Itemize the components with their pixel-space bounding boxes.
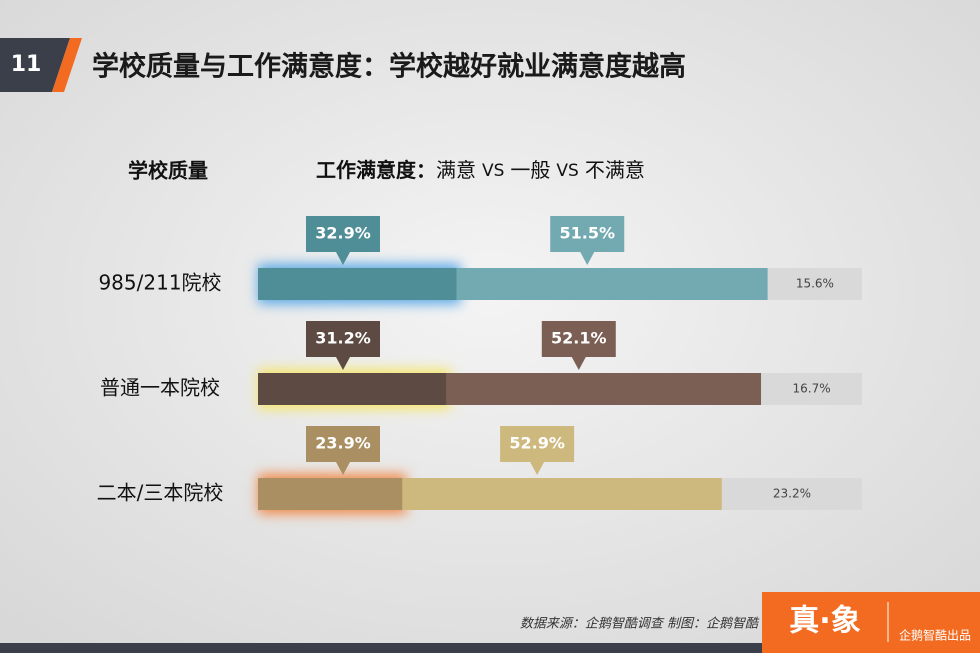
page-badge [0, 38, 70, 92]
value-label: 15.6% [796, 277, 834, 291]
callout-pointer [336, 357, 350, 370]
bar-segment [258, 373, 447, 405]
callout-box [550, 216, 625, 252]
page-number: 11 [11, 52, 42, 77]
value-label: 32.9% [315, 224, 371, 243]
legend-separator: VS [482, 161, 504, 181]
value-label: 23.2% [773, 487, 811, 501]
value-label: 52.9% [509, 434, 565, 453]
callout-box [306, 426, 380, 462]
value-label: 52.1% [551, 329, 607, 348]
bar-segment [402, 478, 722, 510]
callout-pointer [336, 252, 350, 265]
category-label: 985/211院校 [98, 271, 221, 295]
source-note: 数据来源：企鹅智酷调查 制图：企鹅智酷 [520, 616, 760, 632]
bar-segment [258, 268, 457, 300]
footer-strip [0, 643, 980, 653]
bar-segment [721, 478, 862, 510]
value-label: 31.2% [315, 329, 371, 348]
callout-box [306, 321, 380, 357]
category-label: 二本/三本院校 [97, 481, 224, 505]
brand: 企鹅智酷出品 [899, 628, 971, 643]
brand-box [762, 592, 980, 653]
bar-segment [258, 478, 403, 510]
legend-entry: 不满意 [585, 158, 645, 182]
bar-segment [446, 373, 762, 405]
legend: 工作满意度：满意 VS 一般 VS 不满意 [316, 158, 645, 182]
legend-entry: 满意 [436, 158, 476, 182]
value-label: 16.7% [793, 382, 831, 396]
logo: 真·象 [789, 604, 860, 639]
callout-box [500, 426, 575, 462]
legend-separator: VS [556, 161, 578, 181]
bar-segment [761, 373, 862, 405]
bar-segment [456, 268, 768, 300]
category-label: 普通一本院校 [100, 376, 220, 400]
category-header: 学校质量 [128, 159, 208, 183]
badge-accent [52, 38, 82, 92]
callout-pointer [571, 357, 586, 370]
slide-title: 学校质量与工作满意度：学校越好就业满意度越高 [92, 51, 686, 83]
callout-pointer [580, 252, 595, 265]
value-label: 51.5% [559, 224, 615, 243]
callout-box [541, 321, 616, 357]
legend-entry: 一般 [510, 158, 550, 182]
value-label: 23.9% [315, 434, 371, 453]
bar-segment [767, 268, 862, 300]
callout-pointer [530, 462, 545, 475]
callout-box [306, 216, 380, 252]
legend-title: 工作满意度： [316, 158, 436, 182]
callout-pointer [336, 462, 350, 475]
